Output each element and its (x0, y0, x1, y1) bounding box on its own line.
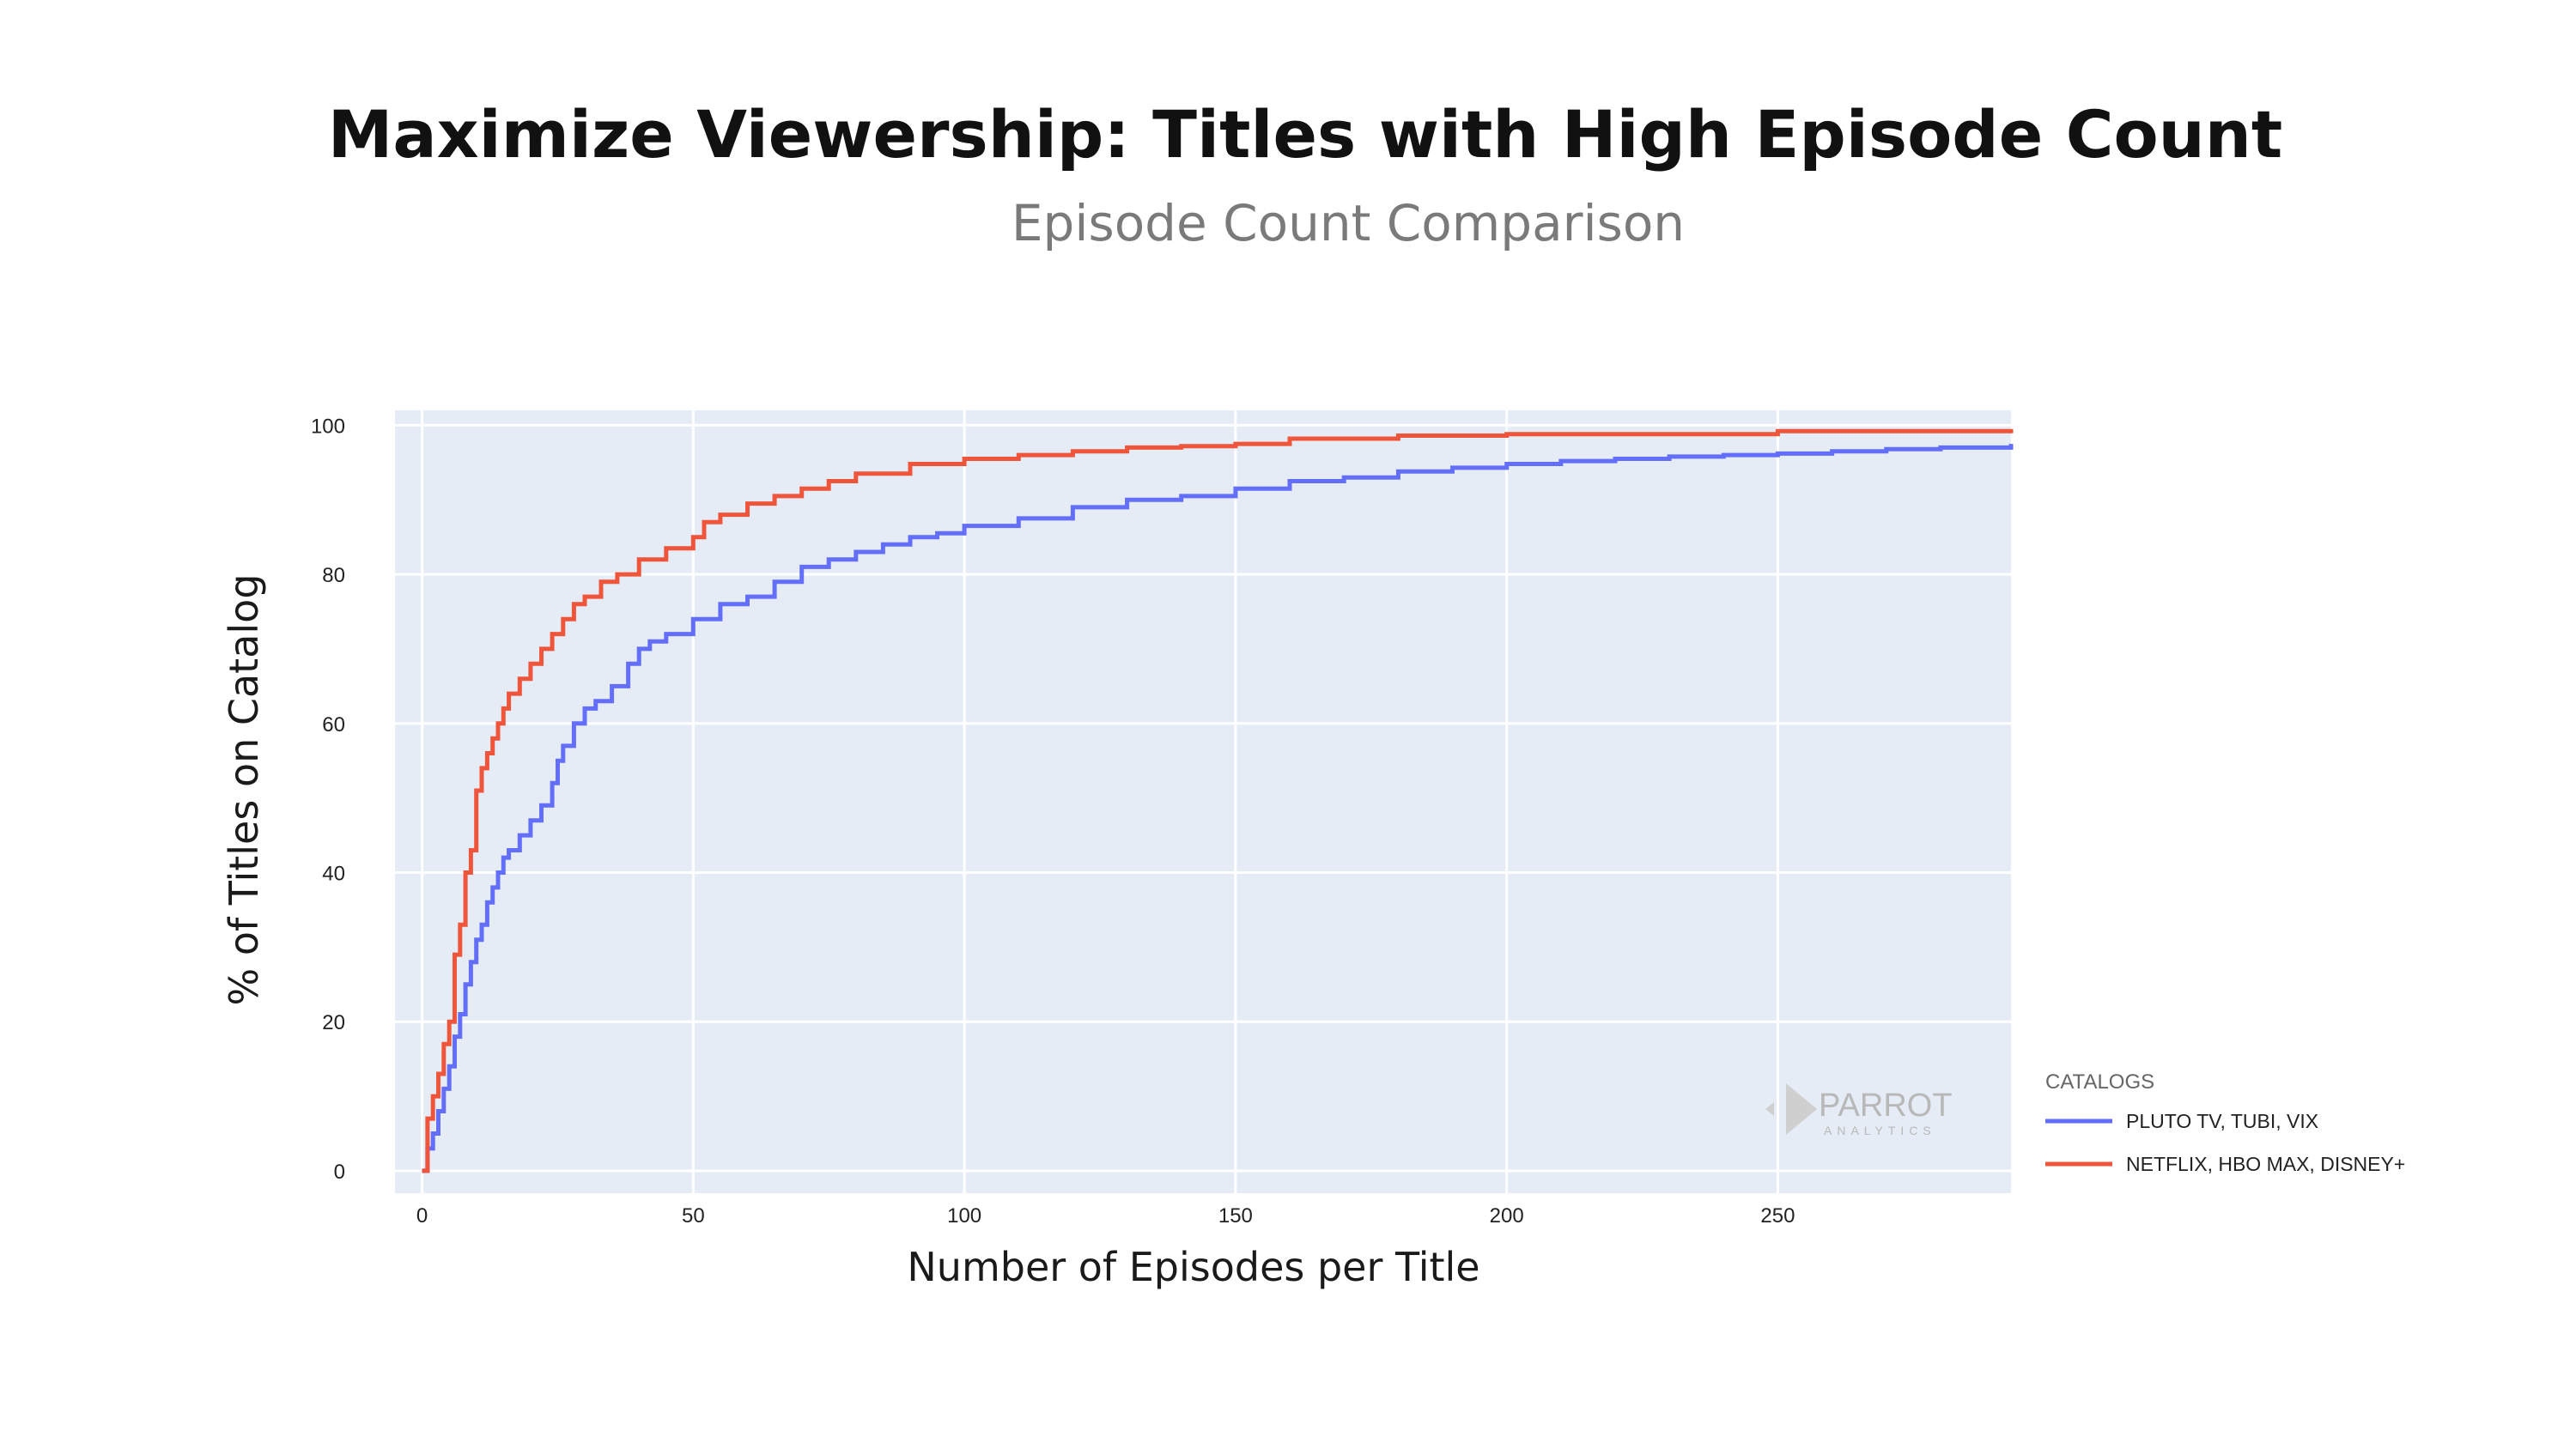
parrot-logo-icon-arrow (1765, 1102, 1774, 1116)
watermark-tagline: ANALYTICS (1824, 1124, 1936, 1137)
series-line-0 (422, 444, 2014, 1173)
gridlines (395, 410, 2011, 1193)
x-tick-label: 250 (1760, 1204, 1795, 1228)
x-tick-label: 0 (416, 1204, 428, 1228)
x-tick-label: 100 (947, 1204, 981, 1228)
y-tick-label: 0 (334, 1161, 345, 1184)
y-tick-label: 100 (311, 415, 345, 438)
y-tick-labels: 0 20 40 60 80 100 (311, 415, 345, 1184)
chart-title: Maximize Viewership: Titles with High Ep… (327, 96, 2283, 173)
chart-subtitle: Episode Count Comparison (1011, 194, 1686, 252)
x-tick-label: 150 (1218, 1204, 1253, 1228)
x-axis-title: Number of Episodes per Title (907, 1244, 1479, 1290)
series-lines (422, 428, 2014, 1173)
plot-area (395, 410, 2011, 1193)
legend-title: CATALOGS (2045, 1070, 2154, 1094)
parrot-logo-icon (1786, 1083, 1817, 1135)
y-tick-label: 60 (322, 713, 345, 737)
y-tick-label: 20 (322, 1011, 345, 1034)
y-tick-label: 40 (322, 863, 345, 886)
watermark-name: PARROT (1819, 1088, 1953, 1124)
y-tick-label: 80 (322, 564, 345, 587)
watermark: PARROT ANALYTICS (1765, 1083, 1953, 1137)
x-tick-labels: 0 50 100 150 200 250 (416, 1204, 1795, 1228)
legend-label-1: NETFLIX, HBO MAX, DISNEY+ (2126, 1153, 2405, 1175)
x-tick-label: 50 (682, 1204, 705, 1228)
series-line-1 (422, 428, 2014, 1173)
x-tick-label: 200 (1490, 1204, 1524, 1228)
legend-label-0: PLUTO TV, TUBI, VIX (2126, 1110, 2318, 1132)
y-axis-title: % of Titles on Catalog (221, 573, 267, 1005)
legend: CATALOGS PLUTO TV, TUBI, VIX NETFLIX, HBO… (2045, 1070, 2405, 1175)
